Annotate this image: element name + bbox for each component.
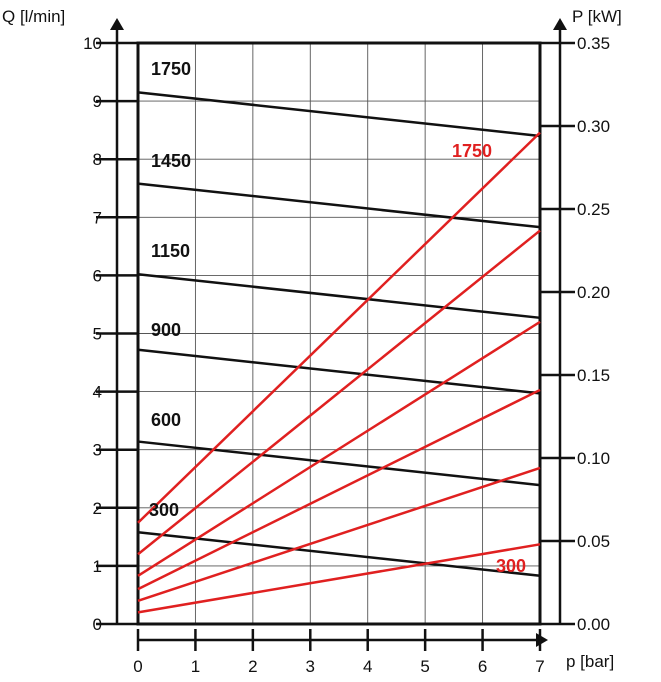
right-axis-tick-label: 0.15: [577, 366, 610, 385]
flow-label-600: 600: [151, 410, 181, 430]
x-axis-tick-label: 5: [420, 657, 429, 676]
flow-line-900: [137, 348, 541, 395]
power-line-600: [137, 466, 541, 602]
flow-line-600: [137, 440, 541, 487]
power-label-300: 300: [496, 556, 526, 576]
flow-line-1150: [137, 272, 541, 320]
x-axis-tick-label: 1: [191, 657, 200, 676]
left-axis-tick-label: 0: [93, 615, 102, 634]
flow-line-300: [137, 530, 541, 578]
left-axis-tick-label: 9: [93, 92, 102, 111]
left-axis-tick-label: 2: [93, 499, 102, 518]
power-line-1750: [137, 131, 541, 524]
flow-label-900: 900: [151, 320, 181, 340]
x-axis-title: p [bar]: [566, 652, 614, 671]
left-axis-tick-label: 3: [93, 441, 102, 460]
right-axis-tick-label: 0.30: [577, 117, 610, 136]
x-axis-tick-label: 7: [535, 657, 544, 676]
flow-line-1750: [137, 91, 541, 138]
left-axis-tick-label: 1: [93, 557, 102, 576]
x-axis-tick-label: 2: [248, 657, 257, 676]
x-axis-tick-label: 3: [306, 657, 315, 676]
right-axis-tick-label: 0.00: [577, 615, 610, 634]
left-axis-tick-label: 7: [93, 208, 102, 227]
left-axis-title: Q [l/min]: [2, 7, 65, 26]
power-label-1750: 1750: [452, 141, 492, 161]
left-axis-tick-label: 5: [93, 325, 102, 344]
x-axis-tick-label: 0: [133, 657, 142, 676]
left-axis-tick-label: 6: [93, 266, 102, 285]
power-line-300: [137, 543, 541, 614]
flow-label-1150: 1150: [151, 241, 190, 261]
right-axis-arrow: [553, 18, 567, 30]
x-axis-tick-label: 4: [363, 657, 372, 676]
flow-line-1450: [137, 182, 541, 229]
power-line-900: [137, 388, 541, 591]
flow-label-1450: 1450: [151, 151, 191, 171]
right-axis-tick-label: 0.10: [577, 449, 610, 468]
right-axis-tick-label: 0.20: [577, 283, 610, 302]
right-axis-tick-label: 0.35: [577, 34, 610, 53]
power-line-1150: [137, 320, 541, 577]
left-axis-tick-label: 10: [83, 34, 102, 53]
right-axis-title: P [kW]: [572, 7, 622, 26]
flow-label-300: 300: [149, 500, 179, 520]
power-line-1450: [137, 229, 541, 556]
x-axis-tick-label: 6: [478, 657, 487, 676]
right-axis-tick-label: 0.25: [577, 200, 610, 219]
right-axis-tick-label: 0.05: [577, 532, 610, 551]
left-axis-tick-label: 4: [93, 383, 102, 402]
flow-label-1750: 1750: [151, 59, 191, 79]
left-axis-tick-label: 8: [93, 150, 102, 169]
left-axis-arrow: [110, 18, 124, 30]
